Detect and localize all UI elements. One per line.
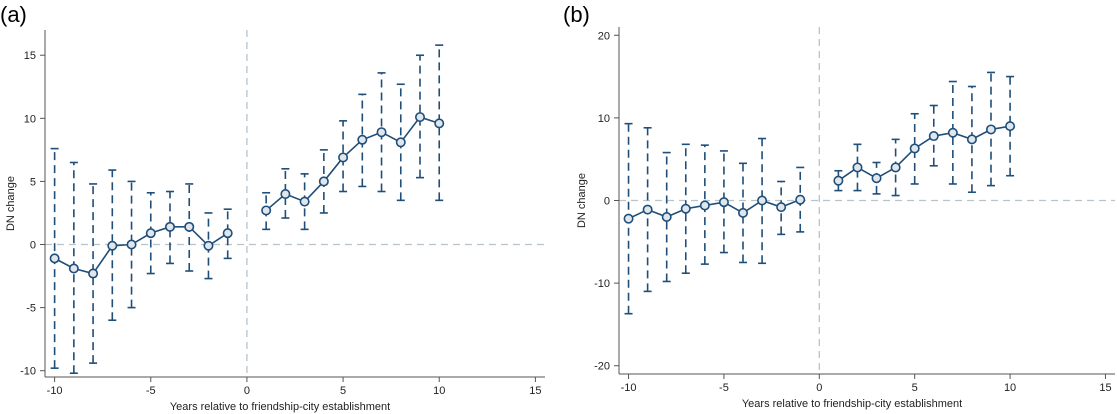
y-tick-label: 15: [24, 50, 36, 62]
data-point: [737, 207, 748, 218]
y-axis-title: DN change: [5, 176, 17, 231]
data-point: [357, 134, 368, 145]
data-point: [985, 124, 996, 135]
data-point: [414, 112, 425, 123]
data-point: [680, 203, 691, 214]
y-tick-label: 5: [30, 176, 36, 188]
panel-label-b: (b): [563, 2, 590, 27]
x-tick-label: 10: [433, 385, 445, 397]
data-point: [642, 204, 653, 215]
data-point: [203, 240, 214, 251]
data-point: [718, 197, 729, 208]
x-tick-label: -5: [146, 385, 156, 397]
data-point: [299, 196, 310, 207]
x-tick-label: -10: [621, 382, 637, 394]
data-point: [699, 200, 710, 211]
panel-a: (a) -10 -5 0 5 10 15 -10 -5 0 5 10 15 Years relative…: [0, 2, 545, 413]
y-tick-label: 10: [598, 113, 610, 125]
x-tick-label: 15: [529, 385, 541, 397]
series-line: [628, 198, 801, 220]
x-tick-label: -10: [47, 385, 63, 397]
data-point: [928, 131, 939, 142]
data-point: [145, 228, 156, 239]
data-point: [88, 268, 99, 279]
data-point: [757, 195, 768, 206]
data-point: [852, 162, 863, 173]
data-point: [395, 137, 406, 148]
x-tick-label: 0: [816, 382, 822, 394]
series-line: [837, 125, 1011, 182]
series-line: [54, 226, 229, 275]
y-tick-label: -10: [594, 278, 610, 290]
data-point: [338, 152, 349, 163]
data-point: [126, 239, 137, 250]
x-tick-label: 15: [1099, 382, 1111, 394]
y-axis-title: DN change: [576, 173, 588, 228]
x-tick-label: 0: [244, 385, 250, 397]
data-point: [947, 127, 958, 138]
data-point: [833, 175, 844, 186]
data-point: [318, 176, 329, 187]
data-point: [776, 202, 787, 213]
data-point: [376, 127, 387, 138]
data-point: [261, 205, 272, 216]
y-tick-label: -20: [594, 361, 610, 373]
x-tick-label: -5: [719, 382, 729, 394]
data-point: [280, 189, 291, 200]
y-tick-label: -5: [26, 303, 36, 315]
x-axis-title: Years relative to friendship-city establ…: [742, 398, 962, 410]
data-point: [68, 263, 79, 274]
data-point: [1005, 121, 1016, 132]
y-tick-label: 10: [24, 113, 36, 125]
x-tick-label: 5: [912, 382, 918, 394]
x-axis-title: Years relative to friendship-city establ…: [170, 401, 390, 413]
y-tick-label: 20: [598, 30, 610, 42]
data-point: [966, 134, 977, 145]
x-tick-label: 5: [340, 385, 346, 397]
y-tick-label: 0: [30, 240, 36, 252]
data-point: [165, 221, 176, 232]
panel-label-a: (a): [0, 2, 27, 27]
x-tick-label: 10: [1004, 382, 1016, 394]
data-point: [184, 221, 195, 232]
data-point: [661, 212, 672, 223]
data-point: [107, 240, 118, 251]
data-point: [890, 162, 901, 173]
data-point: [222, 228, 233, 239]
data-point: [623, 213, 634, 224]
series-line: [265, 116, 440, 212]
panel-b: (b) -10 -5 0 5 10 15 -20 -10 0 10 20 Years relative…: [563, 2, 1115, 410]
y-tick-label: 0: [604, 196, 610, 208]
data-point: [795, 194, 806, 205]
data-point: [434, 118, 445, 129]
data-point: [871, 173, 882, 184]
data-point: [909, 143, 920, 154]
data-point: [49, 253, 60, 264]
y-tick-label: -10: [20, 366, 36, 378]
